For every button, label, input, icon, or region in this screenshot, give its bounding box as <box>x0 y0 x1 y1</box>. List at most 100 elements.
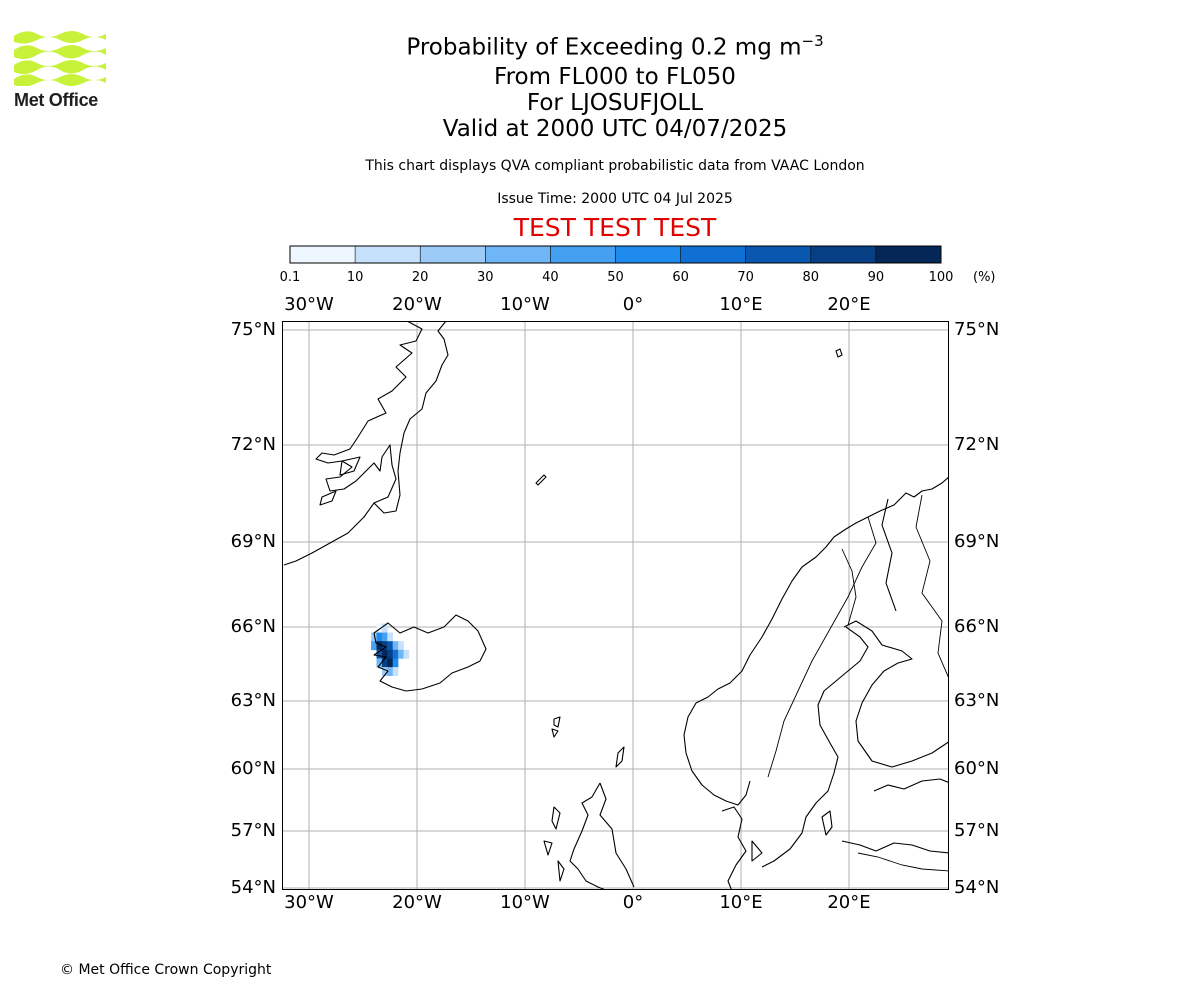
logo-wave-2 <box>14 45 106 60</box>
colorbar-cell <box>615 246 682 263</box>
lat-label-right: 75°N <box>954 319 1000 340</box>
colorbar-tick-label: 30 <box>477 270 494 285</box>
lon-label-top: 10°E <box>719 294 763 315</box>
title-exponent: −3 <box>801 32 824 50</box>
colorbar-cell <box>680 246 747 263</box>
chart-title: Probability of Exceeding 0.2 mg m−3 <box>300 28 930 61</box>
border-norway-sweden <box>767 516 877 778</box>
logo-wave-1 <box>14 31 106 44</box>
plume-cell <box>381 649 388 659</box>
plume-cell <box>387 667 393 677</box>
valid-time: Valid at 2000 UTC 04/07/2025 <box>442 116 788 142</box>
lon-label-top: 30°W <box>284 294 334 315</box>
lon-label-top: 0° <box>622 294 644 315</box>
coast-finland <box>843 620 949 768</box>
plume-cell <box>381 623 388 633</box>
colorbar-cell <box>550 246 616 263</box>
coast-greenland-fjord <box>283 502 375 566</box>
lat-label-right: 72°N <box>954 434 1000 455</box>
met-office-logo: Met Office <box>14 28 114 118</box>
lat-label-left: 54°N <box>230 877 276 898</box>
lon-label-top: 20°W <box>392 294 442 315</box>
plume-cell <box>392 667 399 677</box>
coast-scotland <box>569 782 635 890</box>
colorbar-tick-label: 60 <box>672 270 689 285</box>
colorbar-tick-label: 40 <box>542 270 559 285</box>
plume-cell <box>398 649 404 659</box>
ash-probability-plume <box>371 623 410 677</box>
lat-label-left: 63°N <box>230 690 276 711</box>
colorbar-tick-label: 80 <box>802 270 820 285</box>
plume-cell <box>381 658 388 668</box>
lat-label-right: 69°N <box>954 531 1000 552</box>
lat-label-right: 54°N <box>954 877 1000 898</box>
logo-text: Met Office <box>14 90 99 110</box>
colorbar-cell <box>420 246 486 263</box>
coast-scandinavia-inner <box>881 498 897 612</box>
plume-cell <box>387 658 393 668</box>
coast-denmark <box>721 806 763 890</box>
lon-label-top: 10°W <box>500 294 550 315</box>
plume-cell <box>376 641 383 651</box>
colorbar-cell <box>745 246 812 263</box>
borders <box>767 494 949 872</box>
plume-cell <box>376 623 383 633</box>
copyright: © Met Office Crown Copyright <box>60 962 272 978</box>
issue-time: Issue Time: 2000 UTC 04 Jul 2025 <box>497 191 733 207</box>
coast-hebrides <box>543 806 565 882</box>
border-sweden-finland <box>841 548 857 626</box>
lon-label-bottom: 0° <box>622 892 644 913</box>
lon-label-bottom: 10°E <box>719 892 763 913</box>
lon-label-top: 20°E <box>827 294 871 315</box>
map-panel <box>282 321 949 890</box>
plume-cell <box>381 641 388 651</box>
colorbar-cell <box>355 246 421 263</box>
met-office-waves-icon <box>14 31 106 87</box>
chart-description: This chart displays QVA compliant probab… <box>365 158 865 174</box>
lat-label-left: 57°N <box>230 820 276 841</box>
gridlines <box>282 321 949 890</box>
colorbar-tick-label: 90 <box>867 270 885 285</box>
lat-label-left: 66°N <box>230 616 276 637</box>
lat-label-left: 60°N <box>230 758 276 779</box>
plume-cell <box>376 649 383 659</box>
lon-label-bottom: 30°W <box>284 892 334 913</box>
logo-wave-4 <box>14 74 106 87</box>
plume-cell <box>392 641 399 651</box>
lat-label-left: 72°N <box>230 434 276 455</box>
lat-label-right: 60°N <box>954 758 1000 779</box>
logo-wave-3 <box>14 60 106 75</box>
colorbar-tick-label: 70 <box>737 270 754 285</box>
plume-cell <box>387 649 393 659</box>
lat-label-right: 66°N <box>954 616 1000 637</box>
lon-label-bottom: 20°W <box>392 892 442 913</box>
plume-cell <box>392 649 399 659</box>
coast-bear-island <box>835 348 843 358</box>
map-frame <box>282 321 949 890</box>
plume-cell <box>403 649 410 659</box>
colorbar <box>289 245 942 264</box>
plume-cell <box>392 658 399 668</box>
border-baltic-states <box>857 852 949 872</box>
plume-cell <box>387 641 393 651</box>
colorbar-tick-label: 100 <box>928 270 954 285</box>
plume-cell <box>371 641 377 651</box>
coast-jan-mayen <box>535 474 547 486</box>
border-finland-russia <box>915 494 949 680</box>
coast-greenland-fjord-2 <box>319 456 361 506</box>
plume-cell <box>387 632 393 642</box>
test-banner: TEST TEST TEST <box>513 213 717 242</box>
colorbar-tick-label: 20 <box>411 270 429 285</box>
coast-gulf-of-bothnia <box>761 626 869 868</box>
coastlines <box>283 321 949 890</box>
plume-cell <box>376 658 383 668</box>
colorbar-cell <box>875 246 942 263</box>
colorbar-tick-label: 10 <box>346 270 364 285</box>
coast-estonia <box>873 778 949 792</box>
lat-label-right: 63°N <box>954 690 1000 711</box>
coast-shetland <box>615 746 625 768</box>
plume-cell <box>376 632 383 642</box>
coast-iceland <box>373 614 487 692</box>
plume-cell <box>381 667 388 677</box>
colorbar-tick-label: 0.1 <box>279 270 301 285</box>
